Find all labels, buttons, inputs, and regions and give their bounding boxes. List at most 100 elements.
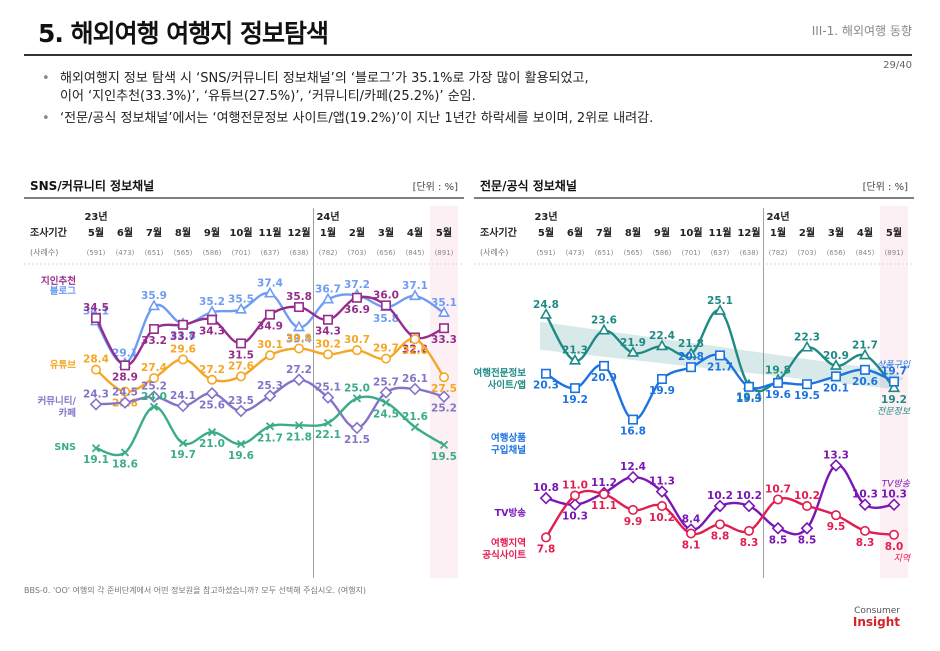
data-label: 32.0 [402, 345, 428, 357]
data-label: 33.7 [170, 331, 196, 343]
sample-size-label: (638) [290, 249, 309, 257]
data-label: 11.0 [562, 480, 588, 492]
data-point [381, 398, 391, 407]
data-point [888, 376, 899, 387]
data-point [801, 379, 812, 390]
data-point [686, 362, 697, 373]
data-point [379, 386, 393, 399]
data-label: 27.5 [431, 383, 457, 395]
data-point [801, 500, 812, 511]
data-label: 21.7 [852, 339, 878, 351]
data-label: 18.6 [112, 458, 138, 470]
data-label: 8.8 [711, 530, 730, 542]
data-label: 23.5 [228, 395, 254, 407]
data-label: 11.2 [591, 477, 617, 489]
sample-size-label: (637) [711, 249, 730, 257]
logo-line2: Insight [852, 615, 900, 629]
month-tick-label: 8월 [175, 227, 191, 239]
data-label: 19.5 [794, 390, 820, 402]
data-point [91, 313, 102, 324]
data-point [409, 334, 420, 345]
month-tick-label: 5월 [88, 227, 104, 239]
data-label: 8.4 [682, 514, 701, 526]
data-point [715, 519, 726, 530]
month-tick-label: 10월 [229, 227, 252, 239]
sample-size-label: (473) [566, 249, 585, 257]
month-tick-label: 6월 [567, 227, 583, 239]
series-end-label: 전문정보 [877, 406, 911, 417]
page-title: 5. 해외여행 여행지 정보탐색 [38, 19, 329, 48]
data-label: 27.4 [141, 362, 167, 374]
data-point [859, 364, 870, 375]
month-tick-label: 7월 [146, 227, 162, 239]
summary-bullets: • 해외여행지 정보 탐색 시 ‘SNS/커뮤니티 정보채널’의 ‘블로그’가 … [42, 70, 862, 128]
data-label: 34.9 [257, 321, 283, 333]
data-label: 35.5 [228, 294, 254, 306]
sns-community-chart: SNS/커뮤니티 정보채널 [단위 : %] 조사기간 (사례수) 23년 24년 5월 (5… [24, 178, 464, 578]
data-label: 33.3 [431, 334, 457, 346]
data-point [236, 439, 246, 449]
data-point [888, 529, 899, 540]
data-point [265, 422, 275, 431]
data-point [263, 389, 277, 403]
data-label: 9.5 [827, 521, 846, 533]
data-label: 19.6 [228, 450, 254, 462]
sample-size-label: (891) [435, 249, 454, 257]
data-label: 32.2 [402, 343, 428, 355]
month-tick-label: 5월 [886, 227, 902, 239]
series-name-label: 여행상품 구입채널 [491, 432, 526, 456]
data-label: 21.9 [620, 337, 646, 349]
month-tick-label: 1월 [320, 227, 336, 239]
month-tick-label: 10월 [679, 227, 702, 239]
data-point [91, 444, 101, 453]
data-point [147, 390, 161, 404]
data-point [800, 340, 814, 352]
data-label: 36.9 [344, 304, 370, 316]
data-label: 19.4 [736, 392, 762, 404]
data-label: 20.9 [591, 372, 617, 384]
data-point [351, 345, 362, 356]
sample-size-label: (701) [232, 249, 251, 257]
data-point [380, 353, 391, 364]
data-label: 27.6 [228, 360, 254, 372]
sample-row-label: (사례수) [30, 247, 58, 257]
series-name-label: 유튜브 [50, 360, 76, 371]
data-label: 29.7 [373, 343, 399, 355]
data-label: 16.8 [620, 426, 646, 438]
data-point [380, 300, 391, 311]
year-label: 23년 [534, 210, 557, 223]
data-label: 25.0 [344, 382, 370, 394]
data-point [176, 399, 190, 413]
data-point [236, 371, 247, 382]
data-label: 8.1 [682, 540, 701, 552]
sample-size-label: (591) [87, 249, 106, 257]
data-label: 25.2 [141, 381, 167, 393]
data-label: 35.2 [199, 296, 225, 308]
month-tick-label: 5월 [436, 227, 452, 239]
data-label: 21.8 [286, 431, 312, 443]
data-label: 10.3 [562, 511, 588, 523]
month-tick-label: 4월 [857, 227, 873, 239]
title-divider [24, 54, 912, 56]
data-point [351, 292, 362, 303]
data-label: 37.4 [257, 278, 283, 290]
data-point [149, 373, 160, 384]
sample-size-label: (651) [145, 249, 164, 257]
chart-unit: [단위 : %] [413, 180, 459, 193]
data-point [350, 421, 364, 435]
month-tick-label: 9월 [654, 227, 670, 239]
data-label: 12.4 [620, 461, 646, 473]
month-tick-label: 2월 [349, 227, 365, 239]
data-label: 30.2 [315, 338, 341, 350]
month-tick-label: 7월 [596, 227, 612, 239]
data-point [322, 349, 333, 360]
data-label: 8.0 [885, 541, 904, 553]
data-point [293, 302, 304, 313]
data-point [292, 373, 306, 387]
data-label: 20.6 [852, 376, 878, 388]
data-label: 33.8 [170, 330, 196, 342]
series-end-label: 지역 [893, 553, 910, 564]
bullet-item: • 해외여행지 정보 탐색 시 ‘SNS/커뮤니티 정보채널’의 ‘블로그’가 … [42, 70, 862, 106]
data-point [655, 339, 669, 351]
sample-size-label: (638) [740, 249, 759, 257]
